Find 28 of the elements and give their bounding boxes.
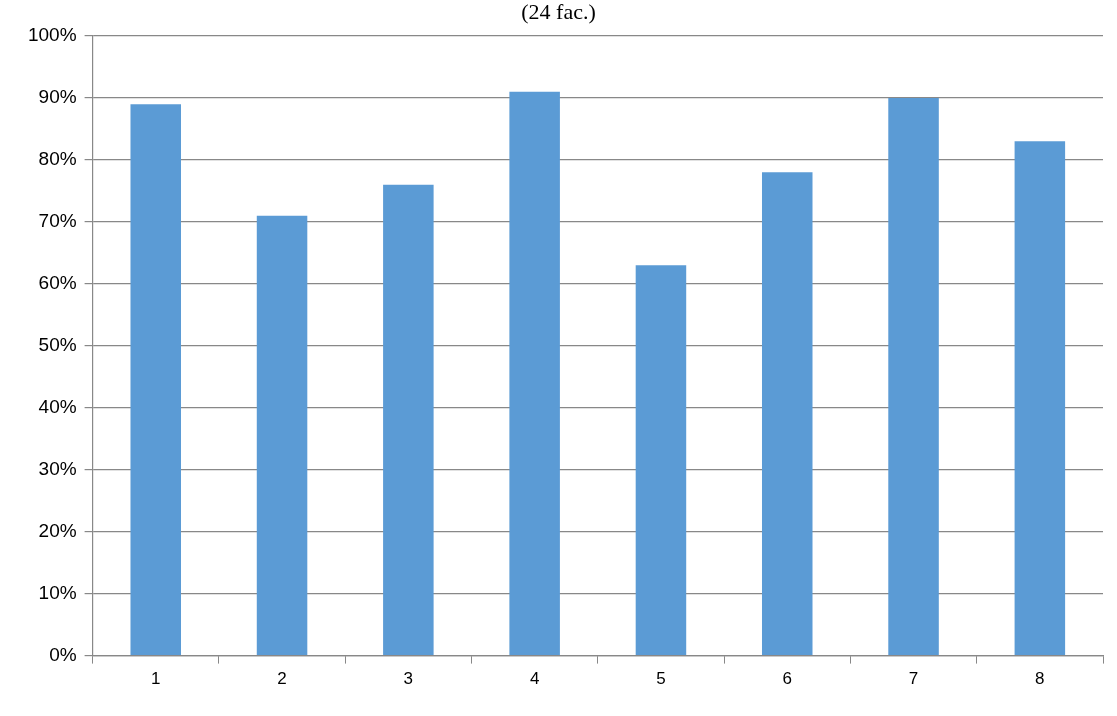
y-tick-label: 60% (38, 272, 77, 294)
bar (888, 97, 939, 655)
y-tick-label: 90% (38, 86, 77, 108)
y-tick-label: 70% (38, 210, 77, 232)
x-tick-label: 3 (403, 669, 414, 689)
y-tick-label: 30% (38, 457, 77, 479)
x-tick-label: 2 (277, 669, 287, 689)
y-tick-label: 100% (27, 24, 77, 46)
bar (383, 184, 434, 655)
y-tick-label: 20% (38, 519, 77, 541)
y-tick-label: 0% (49, 643, 77, 665)
bar (635, 265, 687, 655)
bar (1014, 141, 1066, 655)
bar (509, 91, 560, 655)
x-tick-label: 7 (908, 669, 919, 689)
y-tick-label: 80% (38, 148, 77, 170)
y-tick-label: 10% (38, 581, 77, 603)
bar (256, 215, 308, 655)
chart-title: (24 fac.) (520, 0, 597, 24)
x-tick-label: 5 (656, 669, 666, 689)
y-tick-label: 40% (38, 395, 77, 417)
x-tick-label: 6 (782, 669, 792, 689)
x-tick-label: 8 (1035, 669, 1045, 689)
x-tick-label: 1 (151, 669, 161, 689)
x-tick-label: 4 (529, 669, 540, 689)
bar (761, 172, 813, 655)
bar (130, 104, 182, 655)
y-tick-label: 50% (38, 334, 77, 356)
